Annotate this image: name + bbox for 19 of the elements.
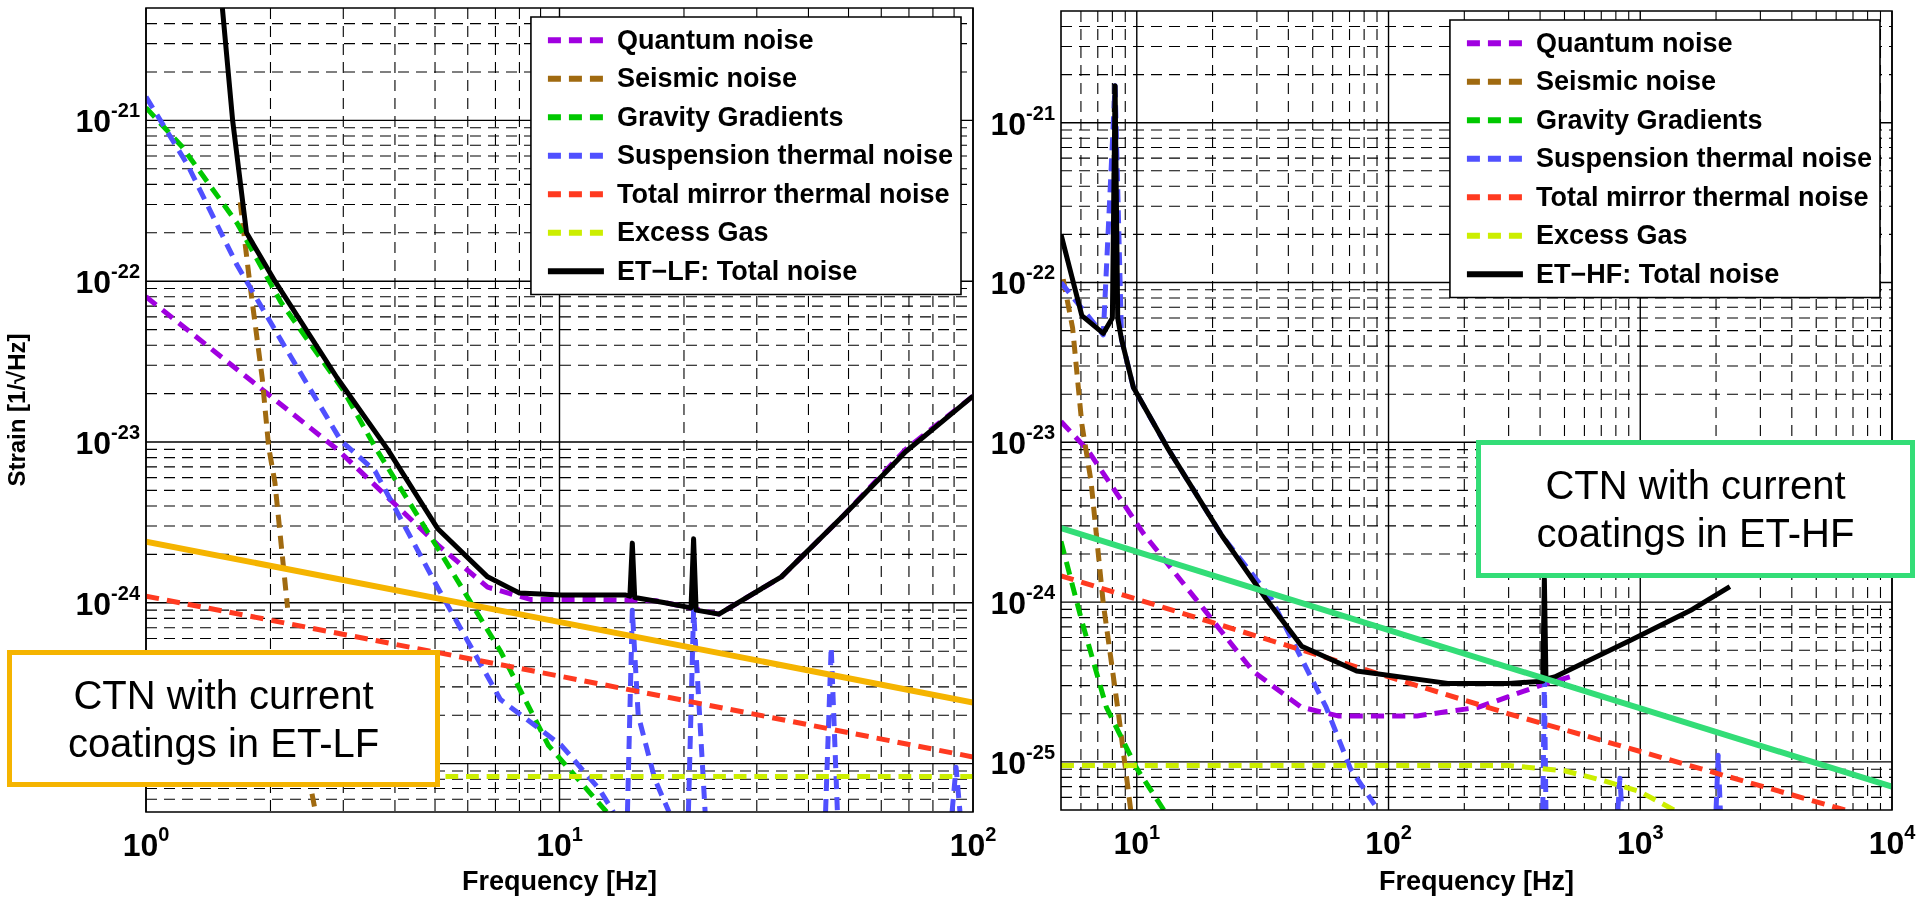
legend-label: Gravity Gradients (616, 101, 844, 132)
legend-label: Total mirror thermal noise (616, 178, 950, 209)
legend-label: Seismic noise (1535, 66, 1717, 97)
legend-label: Quantum noise (616, 24, 814, 55)
x-axis-title: Frequency [Hz] (1378, 866, 1575, 897)
callout-box: CTN with current coatings in ET-HF (1476, 440, 1915, 578)
callout-box: CTN with current coatings in ET-LF (7, 650, 440, 787)
legend-label: Suspension thermal noise (616, 140, 953, 171)
legend-label: ET−HF: Total noise (1535, 258, 1780, 289)
legend-label: Total mirror thermal noise (1535, 181, 1869, 212)
x-axis-title: Frequency [Hz] (461, 866, 658, 897)
legend-label: Gravity Gradients (1535, 104, 1763, 135)
legend-label: Quantum noise (1535, 27, 1733, 58)
legend-label: Suspension thermal noise (1535, 143, 1872, 174)
legend-label: Excess Gas (1535, 220, 1688, 251)
legend-label: Excess Gas (616, 217, 769, 248)
legend-label: ET−LF: Total noise (616, 255, 858, 286)
legend-label: Seismic noise (616, 63, 798, 94)
y-axis-title: Strain [1/√Hz] (3, 333, 31, 487)
